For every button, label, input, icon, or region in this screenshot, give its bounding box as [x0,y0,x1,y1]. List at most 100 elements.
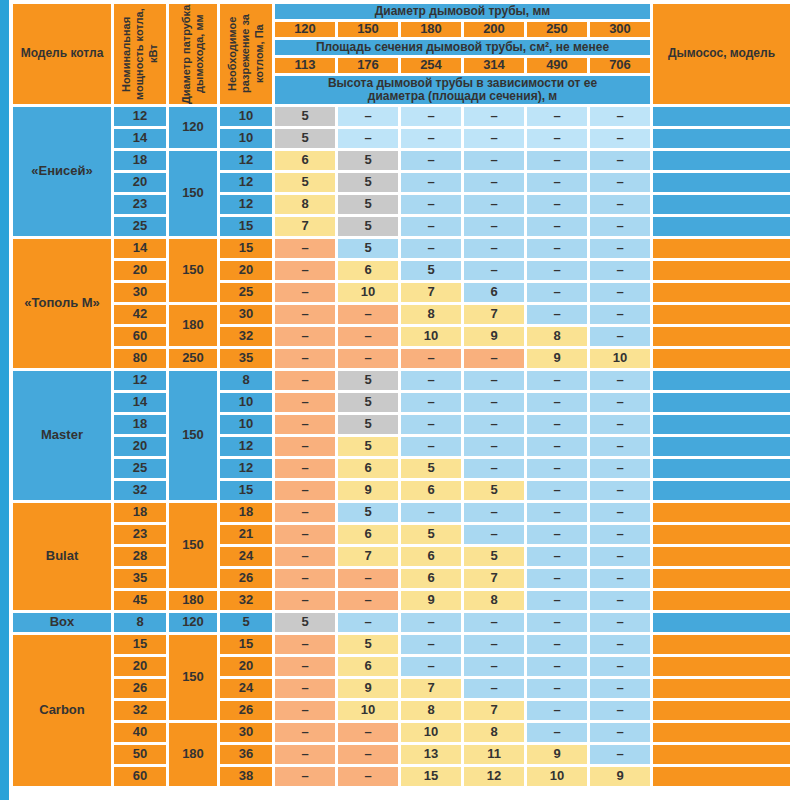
nozzle-diameter-cell: 150 [169,151,217,236]
draft-cell: 12 [220,437,272,456]
height-cell: – [275,371,335,390]
fan-cell [653,635,790,654]
height-cell: – [527,437,587,456]
fan-cell [653,349,790,368]
height-cell: – [275,503,335,522]
height-cell: 9 [527,745,587,764]
height-cell: 10 [401,327,461,346]
fan-cell [653,613,790,632]
model-cell: «Тополь М» [13,239,111,368]
height-cell: – [401,129,461,148]
height-cell: – [590,107,650,126]
power-cell: 80 [114,349,166,368]
height-cell: – [590,745,650,764]
height-cell: – [401,393,461,412]
draft-cell: 35 [220,349,272,368]
draft-cell: 12 [220,195,272,214]
draft-cell: 21 [220,525,272,544]
power-cell: 60 [114,327,166,346]
height-cell: – [590,239,650,258]
height-cell: 5 [338,151,398,170]
height-cell: – [275,723,335,742]
height-cell: 6 [275,151,335,170]
draft-cell: 36 [220,745,272,764]
height-cell: – [275,415,335,434]
height-cell: – [275,591,335,610]
height-cell: – [338,745,398,764]
power-cell: 8 [114,613,166,632]
height-cell: 6 [401,569,461,588]
fan-cell [653,701,790,720]
fan-cell [653,437,790,456]
height-cell: – [275,327,335,346]
height-cell: 11 [464,745,524,764]
height-cell: 9 [527,349,587,368]
height-cell: 7 [401,283,461,302]
draft-cell: 24 [220,679,272,698]
draft-cell: 26 [220,569,272,588]
height-cell: 6 [338,459,398,478]
fan-cell [653,459,790,478]
fan-cell [653,767,790,786]
height-cell: – [590,437,650,456]
power-cell: 20 [114,261,166,280]
height-cell: – [401,217,461,236]
height-cell: – [464,107,524,126]
height-cell: – [464,349,524,368]
power-cell: 32 [114,701,166,720]
draft-cell: 18 [220,503,272,522]
height-cell: – [527,239,587,258]
power-cell: 28 [114,547,166,566]
height-cell: 8 [401,305,461,324]
fan-cell [653,305,790,324]
nozzle-diameter-cell: 180 [169,305,217,346]
height-cell: – [401,415,461,434]
height-cell: – [275,481,335,500]
height-cell: – [527,723,587,742]
header-area-254: 254 [401,58,461,73]
height-cell: – [590,305,650,324]
header-model: Модель котла [13,4,111,104]
height-cell: 5 [275,173,335,192]
model-cell: Master [13,371,111,500]
fan-cell [653,129,790,148]
height-cell: – [590,173,650,192]
power-cell: 35 [114,569,166,588]
height-cell: – [527,283,587,302]
height-cell: – [590,415,650,434]
height-cell: 9 [590,767,650,786]
height-cell: – [275,239,335,258]
height-cell: – [401,371,461,390]
height-cell: – [527,173,587,192]
height-cell: – [590,525,650,544]
height-cell: 5 [338,173,398,192]
height-cell: 7 [464,569,524,588]
draft-cell: 20 [220,261,272,280]
height-cell: – [590,591,650,610]
fan-cell [653,371,790,390]
height-cell: – [590,547,650,566]
nozzle-diameter-cell: 150 [169,503,217,588]
header-nozzle-diameter: Диаметр патрубка дымохода, мм [169,4,217,104]
height-cell: – [464,195,524,214]
height-cell: – [275,261,335,280]
height-cell: – [527,679,587,698]
height-cell: – [275,635,335,654]
height-cell: 5 [338,371,398,390]
height-cell: – [527,261,587,280]
height-cell: – [338,107,398,126]
height-cell: – [527,569,587,588]
height-cell: – [338,327,398,346]
height-cell: – [464,151,524,170]
height-cell: 7 [401,679,461,698]
model-cell: Box [13,613,111,632]
draft-cell: 25 [220,283,272,302]
height-cell: 6 [464,283,524,302]
height-cell: 10 [527,767,587,786]
height-cell: 5 [338,635,398,654]
height-cell: – [338,591,398,610]
fan-cell [653,107,790,126]
height-cell: – [527,129,587,148]
header-area-490: 490 [527,58,587,73]
fan-cell [653,525,790,544]
